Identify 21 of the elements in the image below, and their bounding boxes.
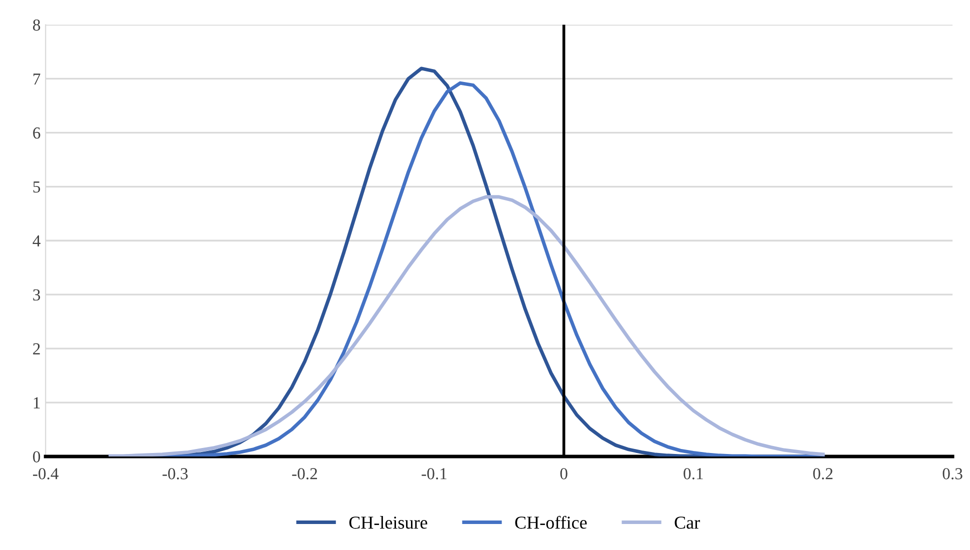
line-series (108, 195, 825, 456)
x-tick-label: 0.3 (942, 468, 962, 480)
y-tick-label: 7 (33, 74, 40, 84)
y-tick-label: 3 (33, 289, 40, 301)
x-tick-label: -0.4 (33, 468, 59, 480)
legend-label: CH-office (515, 516, 587, 529)
y-tick-label: 2 (33, 343, 40, 354)
y-tick-label: 1 (34, 397, 40, 408)
x-tick-label: 0.2 (813, 468, 832, 480)
y-tick-label: 5 (33, 182, 40, 193)
legend-label: Car (674, 516, 700, 529)
y-tick-label: 0 (33, 451, 40, 462)
x-tick-label: -0.3 (162, 468, 188, 480)
x-tick-label: 0 (560, 468, 568, 480)
y-tick-label: 6 (33, 127, 40, 139)
x-tick-label: -0.2 (292, 468, 317, 480)
y-tick-label: 4 (32, 235, 40, 246)
legend-label: CH-leisure (349, 516, 428, 529)
x-tick-label: -0.1 (422, 468, 446, 480)
x-tick-label: 0.1 (684, 468, 703, 480)
y-tick-label: 8 (33, 19, 40, 31)
